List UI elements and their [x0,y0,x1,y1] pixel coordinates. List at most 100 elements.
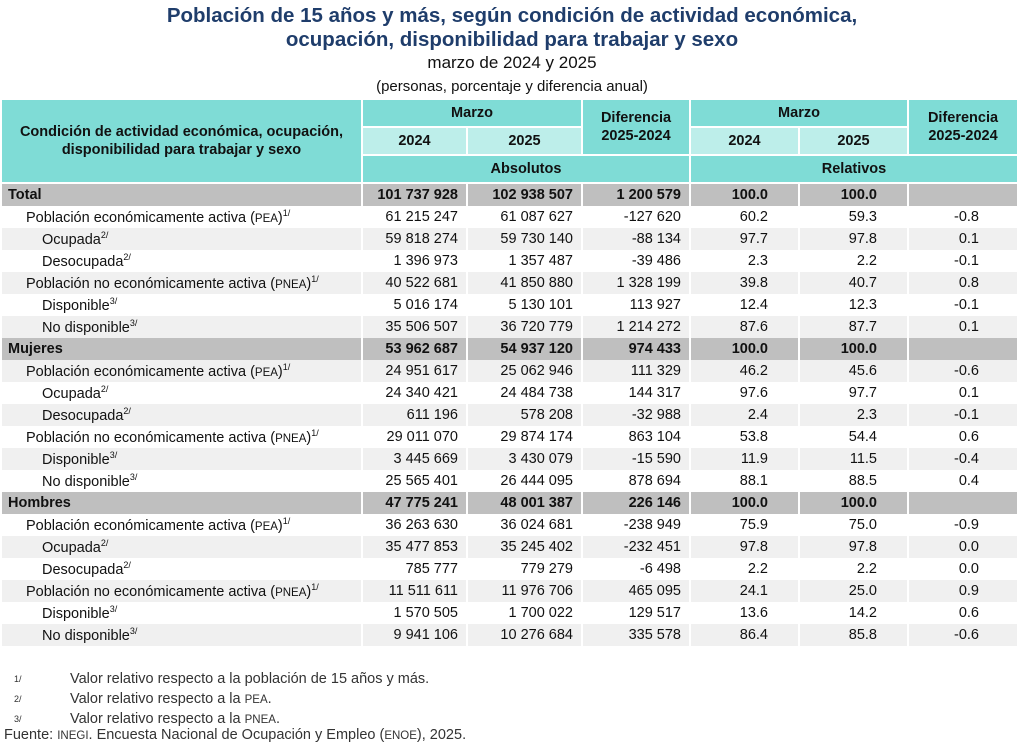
rel-diff [908,492,1019,514]
row-abbr: PNEA [275,586,307,599]
rel-2024: 97.8 [690,536,800,558]
rel-2025: 97.7 [799,382,909,404]
row-label: Población económicamente activa (PEA)1/ [2,360,363,382]
row-label: Disponible3/ [2,294,363,316]
abs-2025: 10 276 684 [467,624,583,646]
footnote-mark: 3/ [109,450,118,461]
abs-2025: 578 208 [467,404,583,426]
abs-2025: 3 430 079 [467,448,583,470]
rel-2024: 53.8 [690,426,800,448]
abs-2024: 59 818 274 [362,228,468,250]
footnote: 3/Valor relativo respecto a la PNEA. [14,710,429,730]
rel-2024: 2.2 [690,558,800,580]
footnote-mark: 3/ [109,296,118,307]
abs-2025: 35 245 402 [467,536,583,558]
footnote-mark: 1/ [311,582,319,593]
subtitle: marzo de 2024 y 2025 [427,53,597,72]
source-note: Fuente: INEGI. Encuesta Nacional de Ocup… [4,727,466,743]
rel-2024: 39.8 [690,272,800,294]
footnote-mark: 1/ [282,362,291,373]
row-label-text: Disponible [42,451,110,468]
rel-2024: 97.7 [690,228,800,250]
row-label: Población económicamente activa (PEA)1/ [2,206,363,228]
rel-diff: 0.1 [908,316,1019,338]
data-table: Condición de actividad económica, ocupac… [2,100,1019,646]
table-row: Desocupada2/ 611 196 578 208 -32 988 2.4… [2,404,1019,426]
rel-diff: -0.1 [908,250,1019,272]
footnote-mark: 2/ [123,252,131,263]
footnote-tail: . [275,711,280,727]
row-label-text: Desocupada [42,407,124,424]
abs-2025: 779 279 [467,558,583,580]
rel-diff: 0.4 [908,470,1019,492]
abs-2024: 25 565 401 [362,470,468,492]
row-label-text: Ocupada [42,385,101,402]
rel-diff: -0.9 [908,514,1019,536]
row-label: Desocupada2/ [2,558,363,580]
abs-2024: 35 477 853 [362,536,468,558]
abs-2025: 26 444 095 [467,470,583,492]
abs-diff: -127 620 [582,206,691,228]
rel-2025: 45.6 [799,360,909,382]
abs-2024: 53 962 687 [362,338,468,360]
rel-diff: 0.0 [908,558,1019,580]
abs-diff: 1 328 199 [582,272,691,294]
footnote-mark: 3/ [14,714,22,724]
table-row: Disponible3/ 1 570 505 1 700 022 129 517… [2,602,1019,624]
footnote-mark: 1/ [14,674,22,684]
abs-2025: 5 130 101 [467,294,583,316]
rel-2024: 100.0 [690,338,800,360]
row-abbr: PNEA [275,432,307,445]
section-row: Total 101 737 928 102 938 507 1 200 579 … [2,183,1019,206]
source-prefix: Fuente: [4,727,58,743]
rel-2025: 100.0 [799,183,909,206]
table-row: Población no económicamente activa (PNEA… [2,580,1019,602]
abs-2025: 25 062 946 [467,360,583,382]
abs-2024: 40 522 681 [362,272,468,294]
abs-diff: -238 949 [582,514,691,536]
rel-2025: 97.8 [799,536,909,558]
abs-2024: 1 570 505 [362,602,468,624]
abs-2024: 47 775 241 [362,492,468,514]
abs-diff: -32 988 [582,404,691,426]
abs-2025: 61 087 627 [467,206,583,228]
footnote-mark: 2/ [123,560,131,571]
footnote: 2/Valor relativo respecto a la PEA. [14,690,429,710]
abs-2024: 61 215 247 [362,206,468,228]
rel-diff [908,183,1019,206]
abs-diff: 878 694 [582,470,691,492]
table-row: Disponible3/ 3 445 669 3 430 079 -15 590… [2,448,1019,470]
rel-2024: 11.9 [690,448,800,470]
page-title: Población de 15 años y más, según condic… [0,4,1024,52]
row-label-text: Población no económicamente activa ( [26,429,276,446]
row-label-text: Población no económicamente activa ( [26,275,276,292]
footnote-mark: 2/ [100,538,109,549]
table-row: No disponible3/ 25 565 401 26 444 095 87… [2,470,1019,492]
abs-diff: 129 517 [582,602,691,624]
row-label-text: Ocupada [42,231,101,248]
row-label: Población económicamente activa (PEA)1/ [2,514,363,536]
row-label: Desocupada2/ [2,404,363,426]
row-label: Ocupada2/ [2,382,363,404]
abs-2024: 24 340 421 [362,382,468,404]
rel-2024: 100.0 [690,183,800,206]
rel-2025: 25.0 [799,580,909,602]
rel-diff: 0.9 [908,580,1019,602]
table-row: Desocupada2/ 785 777 779 279 -6 498 2.2 … [2,558,1019,580]
row-close: ) [277,363,283,380]
table-row: Ocupada2/ 35 477 853 35 245 402 -232 451… [2,536,1019,558]
rel-2025: 40.7 [799,272,909,294]
units-note: (personas, porcentaje y diferencia anual… [376,78,648,95]
rel-2025: 2.3 [799,404,909,426]
table-row: Población no económicamente activa (PNEA… [2,426,1019,448]
row-label-text: No disponible [42,319,130,336]
header-relativos: Relativos [690,155,1019,184]
abs-2025: 24 484 738 [467,382,583,404]
footnotes: 1/Valor relativo respecto a la población… [14,670,429,730]
row-label: No disponible3/ [2,316,363,338]
row-label: Ocupada2/ [2,228,363,250]
abs-2025: 36 024 681 [467,514,583,536]
abs-diff: 113 927 [582,294,691,316]
abs-diff: -6 498 [582,558,691,580]
abs-diff: 465 095 [582,580,691,602]
